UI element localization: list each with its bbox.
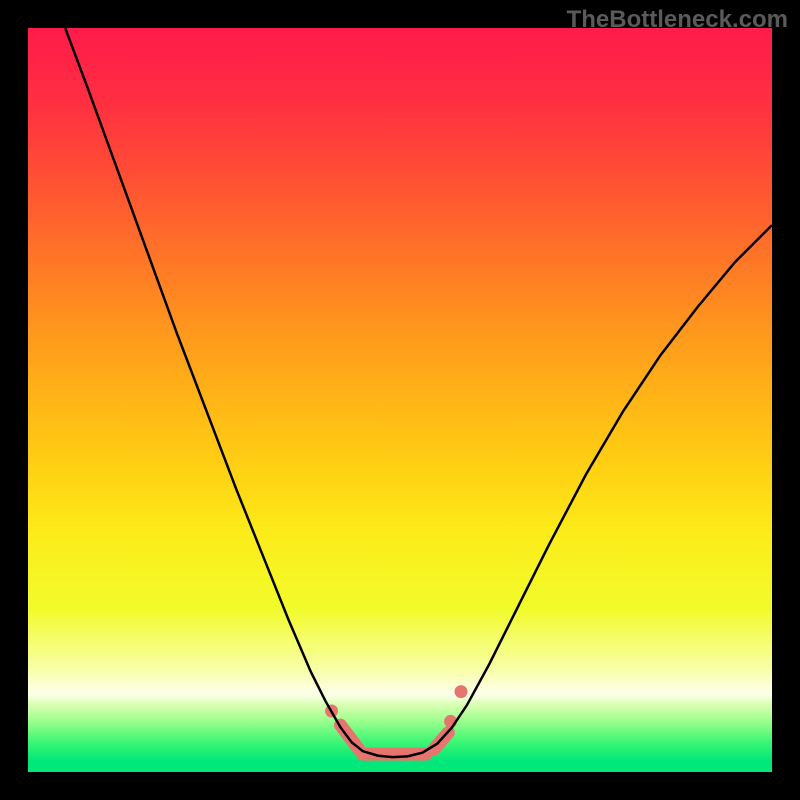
watermark-text: TheBottleneck.com <box>567 6 788 34</box>
chart-frame: TheBottleneck.com <box>0 0 800 800</box>
chart-svg <box>28 28 772 772</box>
chart-background <box>28 28 772 772</box>
plot-area <box>28 28 772 772</box>
